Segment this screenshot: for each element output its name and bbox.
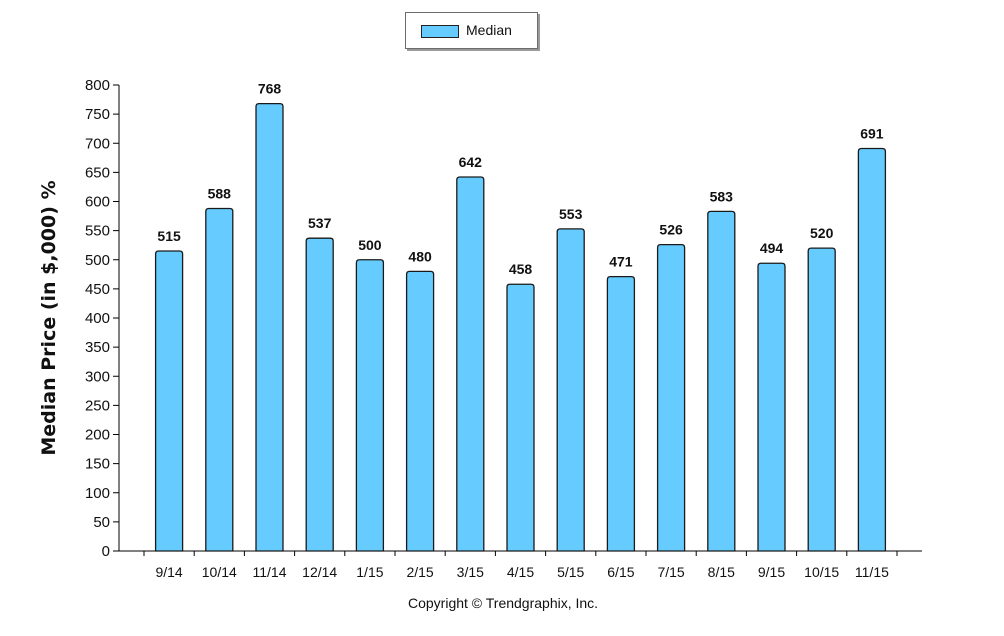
- y-tick-label: 0: [102, 543, 110, 560]
- bar: [255, 102, 284, 552]
- x-tick-label: 1/15: [356, 564, 383, 580]
- bar-value-label: 500: [358, 237, 382, 253]
- bar-value-label: 480: [408, 248, 432, 264]
- legend-swatch-median: [421, 25, 459, 38]
- y-tick-label: 600: [85, 194, 110, 211]
- y-tick-label: 350: [85, 339, 110, 356]
- y-tick-label: 300: [85, 368, 110, 385]
- bar-value-label: 691: [860, 125, 884, 141]
- bar: [456, 176, 485, 552]
- chart-data-labels: 515 588 768 537 500 480 642 458 553 471 526 583 494 5…: [157, 81, 883, 278]
- x-tick-label: 12/14: [302, 564, 337, 580]
- copyright-text: Copyright © Trendgraphix, Inc.: [408, 595, 599, 611]
- bar: [857, 147, 887, 552]
- bar: [205, 207, 234, 552]
- bar: [556, 228, 585, 552]
- y-tick-label: 250: [85, 397, 110, 414]
- x-tick-label: 9/15: [758, 564, 785, 580]
- y-tick-label: 550: [85, 223, 110, 240]
- bar-value-label: 642: [459, 154, 483, 170]
- bar: [506, 283, 535, 552]
- x-tick-label: 4/15: [507, 564, 534, 580]
- y-tick-label: 50: [93, 514, 110, 531]
- y-tick-label: 650: [85, 164, 110, 181]
- bar: [405, 270, 435, 552]
- x-tick-label: 3/15: [457, 564, 484, 580]
- x-tick-label: 10/15: [804, 564, 839, 580]
- bar-value-label: 515: [157, 228, 181, 244]
- legend: Median: [405, 12, 538, 49]
- bar-value-label: 553: [559, 206, 583, 222]
- y-tick-label: 400: [85, 310, 110, 327]
- bar-value-label: 768: [258, 81, 282, 97]
- x-tick-label: 11/15: [855, 564, 889, 580]
- bar-value-label: 471: [609, 254, 633, 270]
- y-axis-title: Median Price (in $,000) %: [38, 180, 60, 456]
- bar: [305, 237, 334, 552]
- x-tick-label: 8/15: [708, 564, 735, 580]
- bar-value-label: 526: [659, 222, 683, 238]
- chart-axes: 0 50 100 150 200 250 300 350 400 450 500 550 600 650 7…: [85, 77, 922, 580]
- bar: [656, 243, 686, 552]
- bar: [154, 250, 184, 552]
- bar: [757, 262, 786, 552]
- bar-value-label: 588: [208, 185, 232, 201]
- legend-label-median: Median: [466, 22, 512, 38]
- chart-bars: [154, 102, 887, 552]
- x-tick-label: 11/14: [253, 564, 287, 580]
- x-tick-label: 6/15: [607, 564, 634, 580]
- y-tick-label: 700: [85, 135, 110, 152]
- x-tick-label: 2/15: [406, 564, 433, 580]
- y-tick-label: 500: [85, 252, 110, 269]
- y-tick-label: 800: [85, 77, 110, 94]
- bar: [606, 275, 636, 552]
- bar-value-label: 537: [308, 215, 332, 231]
- y-tick-label: 100: [85, 485, 110, 502]
- x-tick-label: 5/15: [557, 564, 584, 580]
- bar: [355, 259, 385, 552]
- x-tick-label: 7/15: [657, 564, 684, 580]
- y-tick-label: 750: [85, 106, 110, 123]
- bar: [807, 247, 836, 552]
- x-tick-label: 9/14: [155, 564, 182, 580]
- bar-value-label: 520: [810, 225, 834, 241]
- y-tick-label: 200: [85, 427, 110, 444]
- y-tick-label: 150: [85, 456, 110, 473]
- y-tick-label: 450: [85, 281, 110, 298]
- x-tick-label: 10/14: [202, 564, 237, 580]
- bar-value-label: 458: [509, 261, 533, 277]
- bar-value-label: 583: [710, 188, 734, 204]
- bar-value-label: 494: [760, 240, 784, 256]
- bar: [707, 210, 736, 552]
